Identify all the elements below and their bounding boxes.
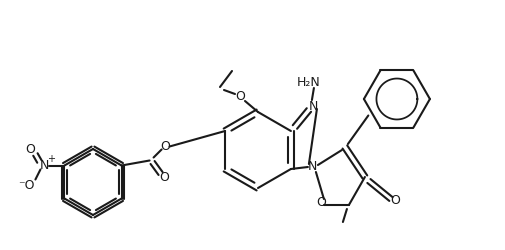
Text: O: O xyxy=(25,143,35,156)
Text: O: O xyxy=(160,171,170,184)
Text: N: N xyxy=(308,160,318,173)
Text: O: O xyxy=(235,90,245,104)
Text: O: O xyxy=(316,196,326,209)
Text: N: N xyxy=(309,100,319,112)
Text: O: O xyxy=(161,140,171,153)
Text: N: N xyxy=(40,159,49,172)
Text: +: + xyxy=(47,154,56,164)
Text: ⁻O: ⁻O xyxy=(18,179,35,192)
Text: H₂N: H₂N xyxy=(297,76,321,90)
Text: O: O xyxy=(390,194,400,206)
